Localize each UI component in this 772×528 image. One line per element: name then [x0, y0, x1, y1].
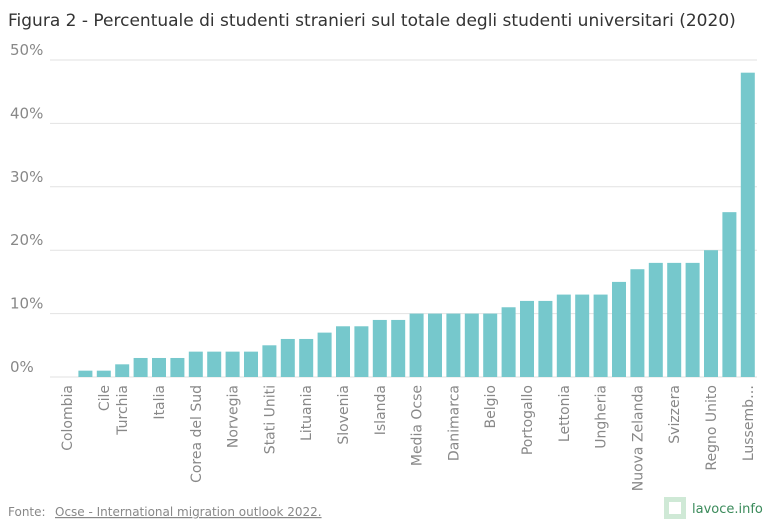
logo-icon-inner — [669, 502, 681, 514]
bar — [317, 332, 332, 377]
x-tick-label: Ungheria — [594, 385, 610, 449]
bar — [575, 294, 590, 377]
bar — [152, 357, 166, 377]
bar — [740, 72, 755, 378]
logo: lavoce.info — [692, 502, 763, 517]
bar — [354, 326, 369, 377]
bar — [96, 370, 111, 377]
bar — [648, 262, 663, 377]
bar — [556, 294, 571, 377]
x-tick-label: Nuova Zelanda — [630, 385, 646, 491]
y-tick-label: 10% — [10, 295, 43, 313]
x-tick-label: Colombia — [60, 385, 76, 451]
bar — [188, 351, 203, 377]
x-tick-label: Cile — [97, 385, 113, 411]
bar — [685, 262, 700, 377]
x-tick-label: Turchia — [115, 385, 131, 436]
x-tick-label: Stati Uniti — [262, 385, 278, 454]
bar — [280, 338, 295, 377]
bar — [225, 351, 240, 377]
bar — [78, 370, 93, 377]
bar — [464, 313, 479, 377]
x-tick-label: Danimarca — [446, 385, 462, 461]
source-label: Fonte: — [8, 505, 46, 519]
bar — [612, 281, 626, 377]
x-tick-label: Lituania — [299, 385, 315, 441]
bar — [244, 351, 258, 377]
y-tick-label: 20% — [10, 231, 43, 249]
x-tick-label: Belgio — [483, 385, 499, 428]
bar — [428, 313, 442, 377]
x-tick-label: Lettonia — [557, 385, 573, 442]
bar — [133, 357, 148, 377]
bar — [391, 319, 406, 377]
bar — [262, 345, 277, 377]
bar — [170, 357, 185, 377]
y-tick-label: 30% — [10, 168, 43, 186]
x-tick-label: Svizzera — [667, 385, 683, 444]
bar — [299, 338, 314, 377]
bar — [372, 319, 387, 377]
bar — [630, 269, 645, 377]
bar — [593, 294, 608, 377]
bar — [667, 262, 682, 377]
y-tick-label: 0% — [10, 358, 34, 376]
x-tick-label: Italia — [152, 385, 168, 420]
x-tick-label: Portogallo — [520, 385, 536, 455]
x-tick-label: Slovenia — [336, 385, 352, 445]
bar — [538, 300, 553, 377]
bar — [722, 212, 737, 377]
bar — [501, 307, 516, 377]
bar — [704, 250, 718, 377]
bar — [207, 351, 222, 377]
x-tick-label: Regno Unito — [704, 385, 720, 471]
bar — [520, 300, 534, 377]
x-tick-label: Islanda — [373, 385, 389, 435]
bar — [409, 313, 424, 377]
bar — [115, 364, 130, 377]
bar — [446, 313, 461, 377]
y-tick-label: 50% — [10, 41, 43, 59]
bar — [483, 313, 498, 377]
y-tick-label: 40% — [10, 104, 43, 122]
x-tick-label: Media Ocse — [410, 385, 426, 466]
source-link[interactable]: Ocse - International migration outlook 2… — [55, 505, 322, 519]
bar — [336, 326, 350, 377]
x-tick-label: Lussemb… — [741, 385, 757, 461]
x-tick-label: Corea del Sud — [189, 385, 205, 483]
x-tick-label: Norvegia — [226, 385, 242, 448]
chart-title: Figura 2 - Percentuale di studenti stran… — [8, 11, 736, 31]
